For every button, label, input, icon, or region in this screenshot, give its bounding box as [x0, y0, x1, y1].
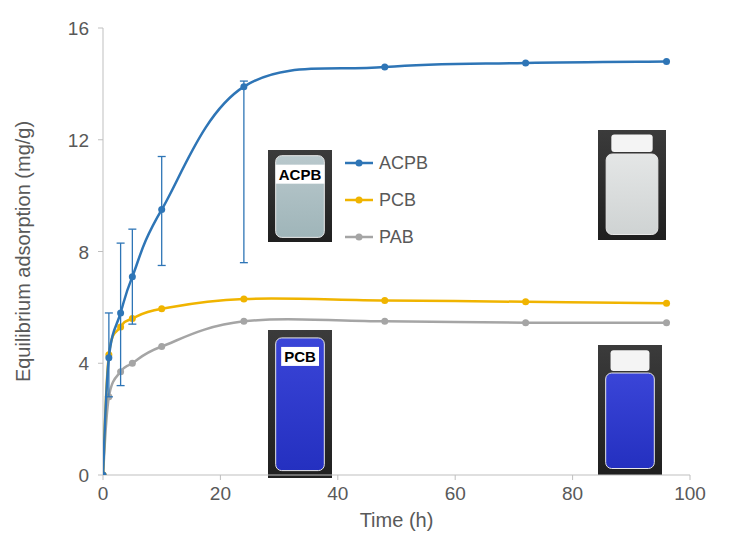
data-point: [103, 472, 107, 476]
photo: [598, 345, 662, 475]
x-tick: [337, 475, 338, 480]
legend-marker: [356, 197, 363, 204]
photo-background: [598, 345, 662, 475]
x-tick: [103, 475, 104, 480]
series-line: [103, 319, 667, 475]
x-tick: [572, 475, 573, 480]
data-point: [381, 64, 388, 71]
error-bar: [158, 157, 166, 266]
x-tick: [455, 475, 456, 480]
photo-background: [598, 130, 666, 240]
x-tick-label: 0: [98, 483, 109, 504]
photo-insets: ACPB PCB: [268, 130, 666, 478]
x-tick: [220, 475, 221, 480]
data-point: [129, 273, 136, 280]
x-tick-label: 20: [210, 483, 231, 504]
series-ACPB: [103, 58, 670, 475]
y-tick: [98, 475, 103, 476]
chart-container: ACPB PCB 0 20 40 60 80 100 0 4 8 12 16 Time (h) Equili…: [0, 0, 735, 558]
error-bar: [128, 229, 136, 324]
data-point: [522, 298, 529, 305]
photo-label: ACPB: [279, 166, 322, 183]
y-tick-label: 0: [78, 465, 89, 486]
error-bar: [117, 243, 125, 385]
y-tick: [98, 139, 103, 140]
y-tick-label: 16: [68, 18, 89, 39]
photo: PCB: [268, 330, 332, 478]
series-PCB: [103, 295, 670, 475]
photo: ACPB: [268, 150, 332, 242]
legend-label: PAB: [379, 227, 414, 247]
y-tick: [98, 363, 103, 364]
series-line: [103, 62, 667, 475]
x-tick-label: 100: [674, 483, 706, 504]
jar: [606, 154, 658, 235]
error-bar: [240, 81, 248, 263]
legend-marker: [356, 234, 363, 241]
error-bar: [105, 313, 113, 397]
jar-cap: [611, 350, 650, 371]
data-point: [117, 309, 124, 316]
x-axis-line: [103, 475, 690, 476]
data-point: [381, 297, 388, 304]
y-tick-label: 8: [78, 242, 89, 263]
data-point: [103, 472, 107, 476]
data-point: [240, 318, 247, 325]
data-point: [522, 59, 529, 66]
data-point: [158, 206, 165, 213]
photo-label-ground: [276, 165, 325, 184]
data-point: [240, 83, 247, 90]
jar-cap: [611, 134, 652, 152]
y-tick-label: 12: [68, 130, 89, 151]
jar: [276, 156, 325, 238]
chart-svg: ACPB PCB 0 20 40 60 80 100 0 4 8 12 16 Time (h) Equili…: [0, 0, 735, 558]
jar: [276, 338, 325, 471]
photo-background: [268, 330, 332, 478]
legend: ACPB PCB PAB: [345, 153, 428, 247]
data-point: [105, 354, 112, 361]
data-point: [158, 305, 165, 312]
legend-marker: [356, 160, 363, 167]
x-tick-label: 80: [562, 483, 583, 504]
data-point: [240, 295, 247, 302]
y-tick: [98, 251, 103, 252]
data-point: [663, 319, 670, 326]
data-point: [103, 472, 107, 476]
x-tick-label: 60: [445, 483, 466, 504]
data-point: [663, 58, 670, 65]
data-point: [129, 360, 136, 367]
data-point: [381, 318, 388, 325]
plot-area: [103, 58, 670, 475]
series-PAB: [103, 318, 670, 475]
y-axis-title: Equilibrium adsorption (mg/g): [12, 121, 34, 382]
data-point: [158, 343, 165, 350]
data-point: [663, 300, 670, 307]
x-axis-title: Time (h): [360, 509, 434, 531]
x-tick-label: 40: [327, 483, 348, 504]
x-tick: [690, 475, 691, 480]
photo-label: PCB: [284, 348, 316, 365]
photo: [598, 130, 666, 240]
y-tick-label: 4: [78, 353, 89, 374]
photo-background: [268, 150, 332, 242]
data-point: [522, 319, 529, 326]
jar: [606, 373, 655, 469]
legend-label: PCB: [379, 190, 416, 210]
y-tick: [98, 28, 103, 29]
legend-label: ACPB: [379, 153, 428, 173]
series-line: [103, 299, 667, 475]
photo-label-ground: [281, 347, 319, 366]
